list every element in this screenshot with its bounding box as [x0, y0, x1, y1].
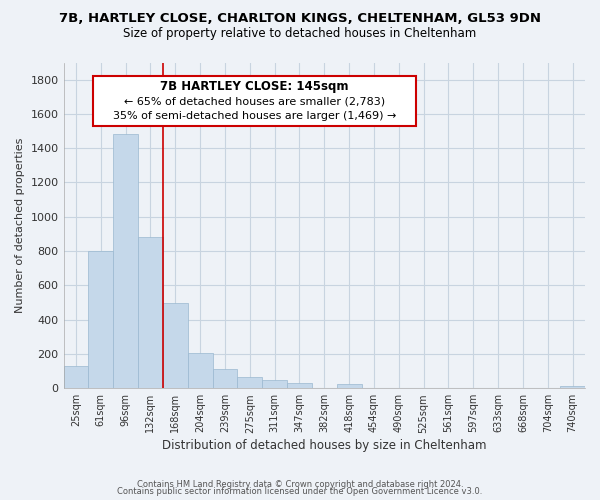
- Bar: [113, 134, 138, 388]
- Bar: [560, 386, 585, 388]
- Bar: [88, 251, 113, 388]
- Bar: [337, 384, 362, 388]
- Text: 7B, HARTLEY CLOSE, CHARLTON KINGS, CHELTENHAM, GL53 9DN: 7B, HARTLEY CLOSE, CHARLTON KINGS, CHELT…: [59, 12, 541, 26]
- Bar: [287, 383, 312, 388]
- Text: Contains public sector information licensed under the Open Government Licence v3: Contains public sector information licen…: [118, 487, 482, 496]
- Text: ← 65% of detached houses are smaller (2,783): ← 65% of detached houses are smaller (2,…: [124, 96, 385, 106]
- FancyBboxPatch shape: [94, 76, 416, 126]
- Text: Contains HM Land Registry data © Crown copyright and database right 2024.: Contains HM Land Registry data © Crown c…: [137, 480, 463, 489]
- Text: 7B HARTLEY CLOSE: 145sqm: 7B HARTLEY CLOSE: 145sqm: [160, 80, 349, 93]
- Bar: [212, 370, 238, 388]
- Bar: [138, 238, 163, 388]
- Text: 35% of semi-detached houses are larger (1,469) →: 35% of semi-detached houses are larger (…: [113, 110, 397, 120]
- Bar: [163, 304, 188, 388]
- Text: Size of property relative to detached houses in Cheltenham: Size of property relative to detached ho…: [124, 28, 476, 40]
- Bar: [262, 380, 287, 388]
- Bar: [64, 366, 88, 388]
- Bar: [238, 376, 262, 388]
- X-axis label: Distribution of detached houses by size in Cheltenham: Distribution of detached houses by size …: [162, 440, 487, 452]
- Bar: [188, 353, 212, 388]
- Y-axis label: Number of detached properties: Number of detached properties: [15, 138, 25, 313]
